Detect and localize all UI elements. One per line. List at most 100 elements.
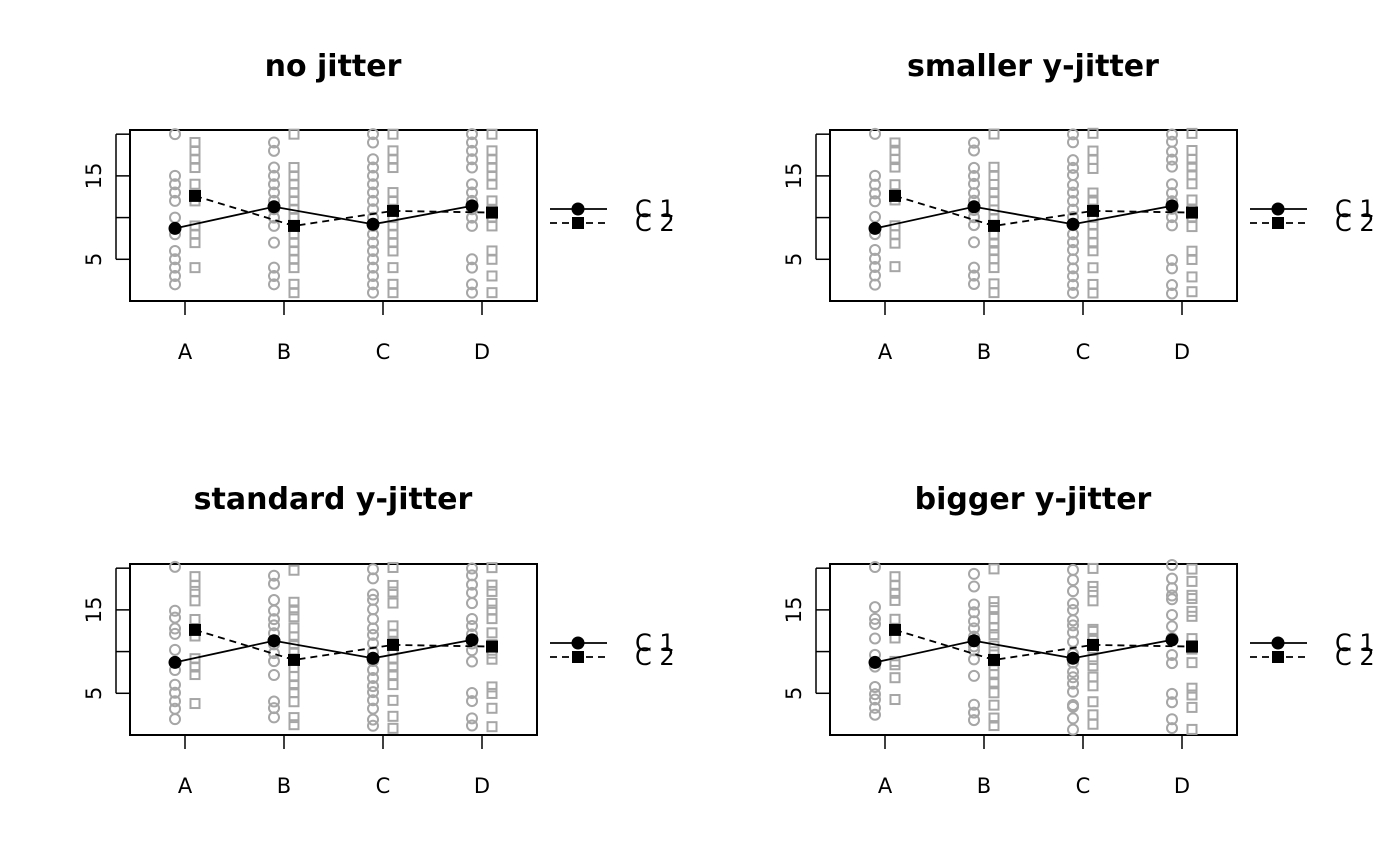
panel-4-raw-point-c1 — [968, 698, 980, 711]
panel-1-raw-point-c1 — [268, 169, 280, 182]
panel-3-raw-point-c2 — [288, 719, 300, 731]
panel-4-raw-point-c1 — [869, 601, 881, 614]
panel-3-legend-marker-c2 — [572, 651, 584, 663]
panel-2-raw-point-c1 — [1166, 135, 1178, 148]
panel-2-raw-point-c1 — [968, 269, 980, 282]
panel-2-raw-point-c1 — [1166, 160, 1178, 173]
panel-3-raw-point-c1 — [268, 668, 280, 681]
panel-3-raw-point-c2 — [486, 681, 498, 693]
panel-1-mean-point-c1 — [465, 199, 479, 213]
panel-3-raw-point-c2 — [387, 710, 399, 722]
panel-2-raw-point-c1 — [1067, 236, 1079, 249]
panel-3-raw-point-c1 — [367, 702, 379, 715]
panel-2-raw-point-c2 — [889, 161, 901, 173]
panel-1-raw-point-c1 — [268, 178, 280, 191]
panel-2-mean-point-c1 — [1165, 199, 1179, 213]
panel-1: no jitter 5 15 A B C D C 1C 2 — [82, 49, 675, 364]
panel-1-raw-point-c1 — [367, 253, 379, 266]
panel-3-raw-point-c2 — [486, 604, 498, 616]
panel-1-raw-point-c1 — [367, 244, 379, 257]
panel-4-raw-point-c1 — [869, 701, 881, 714]
panel-3-raw-point-c1 — [466, 597, 478, 610]
panel-2-raw-point-c1 — [869, 178, 881, 191]
panel-1-raw-point-c1 — [169, 269, 181, 282]
panel-4-raw-point-c1 — [1166, 696, 1178, 709]
panel-2-raw-point-c2 — [1087, 194, 1099, 206]
panel-1-legend: C 1C 2 — [550, 195, 675, 237]
panel-4-raw-point-c1 — [1067, 698, 1079, 711]
panel-4-raw-point-c2 — [988, 676, 1000, 688]
panel-2-y-tick-label: 15 — [782, 163, 806, 190]
panel-3-raw-point-c2 — [486, 702, 498, 714]
panel-2-raw-point-c1 — [968, 144, 980, 157]
panel-1-raw-point-c1 — [268, 144, 280, 157]
panel-2-raw-point-c2 — [988, 262, 1000, 274]
panel-4-mean-point-c2 — [1186, 640, 1198, 653]
panel-2-raw-point-c1 — [869, 195, 881, 208]
panel-3-raw-point-c1 — [268, 613, 280, 626]
panel-1-raw-point-c1 — [268, 269, 280, 282]
panel-1-raw-point-c1 — [268, 278, 280, 291]
panel-4-raw-point-c1 — [1067, 626, 1079, 639]
panel-1-raw-point-c1 — [466, 153, 478, 166]
panel-4-raw-point-c2 — [1087, 653, 1099, 665]
panel-4-raw-point-c2 — [988, 563, 1000, 575]
panel-1-title: no jitter — [265, 49, 402, 84]
panel-4-raw-point-c2 — [1087, 595, 1099, 607]
panel-1-raw-point-c2 — [387, 262, 399, 274]
panel-2-raw-point-c2 — [1186, 271, 1198, 283]
panel-3-raw-point-c1 — [268, 594, 280, 607]
panel-4-raw-point-c2 — [1186, 701, 1198, 713]
panel-4-raw-point-c2 — [988, 687, 1000, 699]
panel-3-raw-point-c2 — [486, 721, 498, 733]
panel-1-raw-point-c1 — [169, 244, 181, 257]
panel-2-mean-point-c1 — [1066, 217, 1080, 231]
panel-4-raw-point-c2 — [1186, 589, 1198, 601]
panel-2-raw-point-c1 — [869, 210, 881, 223]
panel-3-raw-point-c2 — [486, 562, 498, 574]
panel-1-raw-point-c1 — [466, 161, 478, 174]
panel-3-x-tick-label: B — [277, 774, 291, 798]
panel-2: smaller y-jitter 5 15 A B C D C 1C 2 — [782, 49, 1375, 364]
panel-3-raw-point-c1 — [169, 686, 181, 699]
panel-3-raw-point-c1 — [268, 702, 280, 715]
panel-4-raw-point-c1 — [968, 598, 980, 611]
panel-3-raw-point-c2 — [288, 611, 300, 623]
panel-2-title: smaller y-jitter — [907, 49, 1159, 84]
panel-4-raw-point-c1 — [869, 693, 881, 706]
panel-3-raw-point-c1 — [466, 562, 478, 575]
panel-1-raw-point-c2 — [387, 278, 399, 290]
panel-2-raw-point-c1 — [1166, 187, 1178, 200]
panel-1-raw-point-c1 — [367, 269, 379, 282]
panel-4-raw-point-c1 — [968, 606, 980, 619]
panel-4-raw-point-c2 — [889, 571, 901, 583]
panel-4-mean-point-c1 — [868, 655, 882, 669]
panel-4-raw-point-c2 — [988, 612, 1000, 624]
panel-1-raw-point-c2 — [189, 178, 201, 190]
panel-3-raw-point-c2 — [387, 597, 399, 609]
panel-4-raw-point-c2 — [889, 594, 901, 606]
panel-1-raw-point-c1 — [169, 194, 181, 207]
panel-2-raw-point-c1 — [968, 161, 980, 174]
panel-2-mean-point-c1 — [868, 221, 882, 235]
panel-1-raw-point-c1 — [367, 186, 379, 199]
panel-3-legend: C 1C 2 — [550, 629, 675, 671]
panel-3-raw-point-c1 — [466, 712, 478, 725]
panel-2-raw-point-c2 — [889, 137, 901, 149]
panel-3-title: standard y-jitter — [194, 482, 473, 517]
panel-1-raw-point-c1 — [367, 128, 379, 141]
panel-2-raw-point-c1 — [968, 236, 980, 249]
panel-3-raw-point-c2 — [387, 561, 399, 573]
panel-3-raw-point-c1 — [169, 678, 181, 691]
panel-2-raw-point-c1 — [1067, 278, 1079, 291]
panel-1-y-tick-label: 5 — [82, 253, 106, 266]
panel-1-mean-point-c1 — [267, 200, 281, 214]
panel-1-raw-point-c1 — [367, 261, 379, 274]
panel-3-mean-point-c2 — [189, 623, 201, 636]
panel-1-y-tick-label: 15 — [82, 163, 106, 190]
panel-2-legend: C 1C 2 — [1250, 195, 1375, 237]
panel-1-raw-point-c1 — [367, 278, 379, 291]
panel-4-raw-point-c2 — [889, 659, 901, 671]
panel-4-y-tick-label: 15 — [782, 597, 806, 624]
panel-3-raw-point-c2 — [387, 669, 399, 681]
